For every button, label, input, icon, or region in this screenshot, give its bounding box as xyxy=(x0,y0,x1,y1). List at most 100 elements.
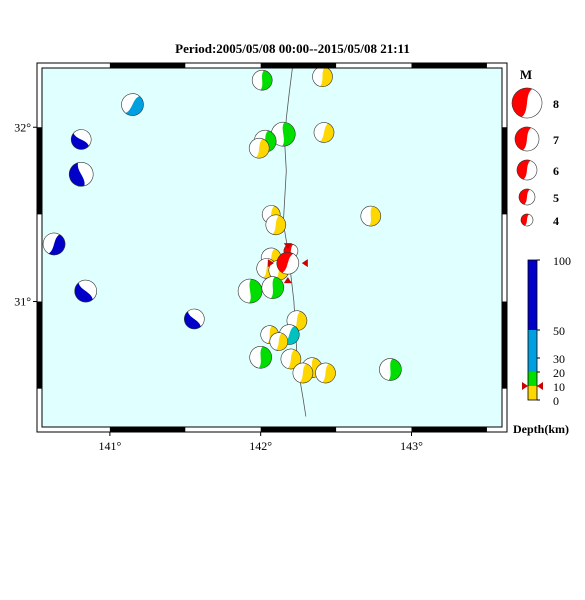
beachball-outline xyxy=(68,162,94,187)
beachball-outline xyxy=(251,69,273,91)
beachball-compression xyxy=(282,122,296,147)
beachball-outline xyxy=(269,332,289,351)
depth-marker-icon xyxy=(522,382,528,390)
map-frame xyxy=(36,62,508,433)
depth-tick-label: 30 xyxy=(553,352,565,366)
event-beachball[interactable] xyxy=(273,248,303,278)
event-beachball[interactable] xyxy=(311,119,338,146)
event-beachball[interactable] xyxy=(251,69,274,92)
depth-label: Depth(km) xyxy=(513,422,569,436)
frame-segment xyxy=(411,63,487,68)
event-beachball[interactable] xyxy=(359,205,382,228)
target-event-markers xyxy=(267,243,308,284)
frame-segment xyxy=(109,427,186,432)
beachball-compression xyxy=(319,123,334,143)
beachball-outline xyxy=(315,362,336,384)
event-beachball[interactable] xyxy=(70,276,101,307)
lon-tick-label: 142° xyxy=(249,439,272,453)
event-beachball[interactable] xyxy=(267,330,290,353)
target-marker-icon xyxy=(283,277,292,284)
beachball-compression xyxy=(260,70,273,91)
beachball-compression xyxy=(388,358,402,381)
event-beachball[interactable] xyxy=(237,278,263,304)
beachball-compression xyxy=(276,252,294,273)
frame-segment xyxy=(502,127,507,215)
beachball-compression xyxy=(69,162,85,187)
event-beachball[interactable] xyxy=(278,346,304,372)
frame-segment xyxy=(37,127,42,215)
depth-tick-label: 20 xyxy=(553,366,565,380)
beachball-outline xyxy=(121,93,144,116)
beachball-outline xyxy=(70,129,92,150)
depth-band xyxy=(528,330,537,372)
event-beachball[interactable] xyxy=(117,89,148,120)
beachball-outline xyxy=(514,126,540,152)
beachball-outline xyxy=(261,276,285,299)
beachball-compression xyxy=(275,333,288,351)
event-beachball[interactable] xyxy=(310,64,334,88)
magnitude-header: M xyxy=(520,67,532,82)
beachball-outline xyxy=(237,278,263,304)
beachball-compression xyxy=(125,96,144,116)
beachball-outline xyxy=(276,251,300,275)
magnitude-legend-ball xyxy=(511,87,543,119)
depth-tick-label: 50 xyxy=(553,324,565,338)
beachball-compression xyxy=(322,363,336,383)
event-beachball[interactable] xyxy=(246,135,272,161)
beachball-compression xyxy=(249,279,263,304)
target-marker-icon xyxy=(267,259,274,268)
magnitude-legend-label: 8 xyxy=(553,97,559,111)
depth-band xyxy=(528,260,537,330)
frame-segment xyxy=(260,427,337,432)
beachball-outline xyxy=(313,122,335,143)
lon-tick-label: 141° xyxy=(98,439,121,453)
target-marker-icon xyxy=(283,243,292,250)
event-beachball[interactable] xyxy=(378,357,403,382)
beachball-outline xyxy=(74,279,97,303)
depth-band xyxy=(528,372,537,386)
event-beachball[interactable] xyxy=(290,360,316,386)
beachball-outline xyxy=(248,137,270,159)
beachball-outline xyxy=(265,214,287,236)
depth-tick-label: 10 xyxy=(553,380,565,394)
event-beachball[interactable] xyxy=(67,160,96,189)
depth-band xyxy=(528,386,537,400)
lat-tick-label: 32° xyxy=(14,120,31,134)
beachball-compression xyxy=(258,346,272,369)
beachball-outline xyxy=(379,358,402,381)
magnitude-legend-ball xyxy=(514,126,540,152)
beachball-compression xyxy=(184,311,201,329)
event-beachball[interactable] xyxy=(248,345,273,370)
beachball-outline xyxy=(280,348,302,370)
frame-segment xyxy=(502,301,507,389)
beachball-compression xyxy=(71,133,89,150)
beachball-outline xyxy=(516,159,538,181)
depth-marker-icon xyxy=(537,382,543,390)
event-beachball[interactable] xyxy=(313,360,339,386)
beachball-compression xyxy=(270,276,284,299)
beachball-outline xyxy=(292,362,314,384)
magnitude-legend-label: 4 xyxy=(553,214,559,228)
beachball-compression xyxy=(517,160,531,180)
beachball-compression xyxy=(284,325,300,345)
map-area[interactable] xyxy=(42,68,502,427)
beachball-compression xyxy=(515,127,532,151)
depth-tick-label: 100 xyxy=(553,254,571,268)
beachball-outline xyxy=(249,345,273,369)
event-beachball[interactable] xyxy=(260,275,285,300)
event-beachball[interactable] xyxy=(180,305,208,333)
beachball-outline xyxy=(360,205,382,227)
beachball-outline xyxy=(184,308,205,330)
event-beachball[interactable] xyxy=(39,229,69,259)
magnitude-legend-label: 7 xyxy=(553,133,559,147)
beachball-outline xyxy=(42,232,66,256)
magnitude-legend-ball xyxy=(518,188,536,206)
beachball-compression xyxy=(519,189,530,205)
lon-tick-label: 143° xyxy=(400,439,423,453)
event-beachball[interactable] xyxy=(263,212,289,238)
event-beachball[interactable] xyxy=(270,121,296,147)
beachball-compression xyxy=(512,88,533,118)
event-beachball[interactable] xyxy=(67,125,95,153)
beachball-outline xyxy=(520,213,534,227)
